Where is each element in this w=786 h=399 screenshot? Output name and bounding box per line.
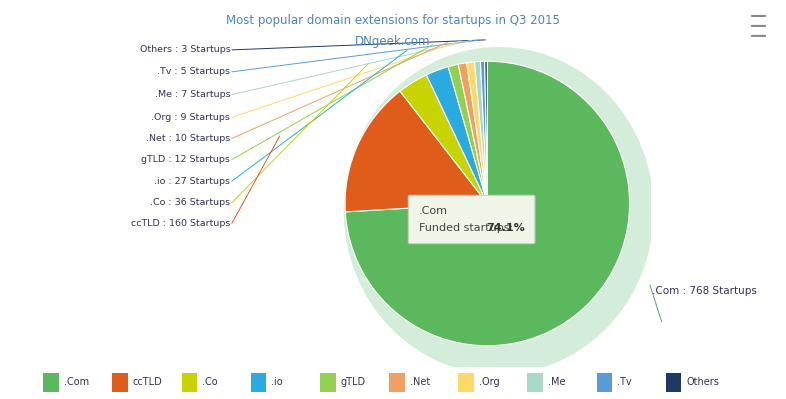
Wedge shape <box>475 61 487 203</box>
Text: Funded startups:: Funded startups: <box>418 223 516 233</box>
Text: ccTLD : 160 Startups: ccTLD : 160 Startups <box>131 219 230 228</box>
Text: Most popular domain extensions for startups in Q3 2015: Most popular domain extensions for start… <box>226 14 560 27</box>
Wedge shape <box>427 67 487 203</box>
Text: .Net : 10 Startups: .Net : 10 Startups <box>146 134 230 143</box>
Text: .io : 27 Startups: .io : 27 Startups <box>154 177 230 186</box>
Text: gTLD: gTLD <box>340 377 365 387</box>
Text: .Tv : 5 Startups: .Tv : 5 Startups <box>157 67 230 76</box>
Text: .Org : 9 Startups: .Org : 9 Startups <box>152 113 230 122</box>
Text: gTLD : 12 Startups: gTLD : 12 Startups <box>141 155 230 164</box>
Text: ccTLD: ccTLD <box>133 377 163 387</box>
Wedge shape <box>345 91 487 212</box>
Text: .Com: .Com <box>64 377 89 387</box>
Text: .Me : 7 Startups: .Me : 7 Startups <box>155 90 230 99</box>
Text: .Co: .Co <box>202 377 218 387</box>
Text: Others: Others <box>686 377 719 387</box>
Text: .Org: .Org <box>479 377 499 387</box>
Wedge shape <box>400 75 487 203</box>
Text: .Me: .Me <box>548 377 565 387</box>
Text: .io: .io <box>271 377 283 387</box>
Wedge shape <box>448 64 487 203</box>
Ellipse shape <box>343 47 654 374</box>
Text: 74.1%: 74.1% <box>487 223 525 233</box>
Wedge shape <box>345 61 630 346</box>
Text: Others : 3 Startups: Others : 3 Startups <box>140 45 230 54</box>
Text: DNgeek.com: DNgeek.com <box>355 35 431 48</box>
Text: .Com : 768 Startups: .Com : 768 Startups <box>652 286 757 296</box>
Text: .Co : 36 Startups: .Co : 36 Startups <box>150 198 230 207</box>
Wedge shape <box>480 61 487 203</box>
Text: .Tv: .Tv <box>617 377 632 387</box>
Wedge shape <box>467 62 487 203</box>
Wedge shape <box>458 63 487 203</box>
Text: .Com: .Com <box>418 205 447 216</box>
Wedge shape <box>485 61 487 203</box>
Text: .Net: .Net <box>410 377 430 387</box>
